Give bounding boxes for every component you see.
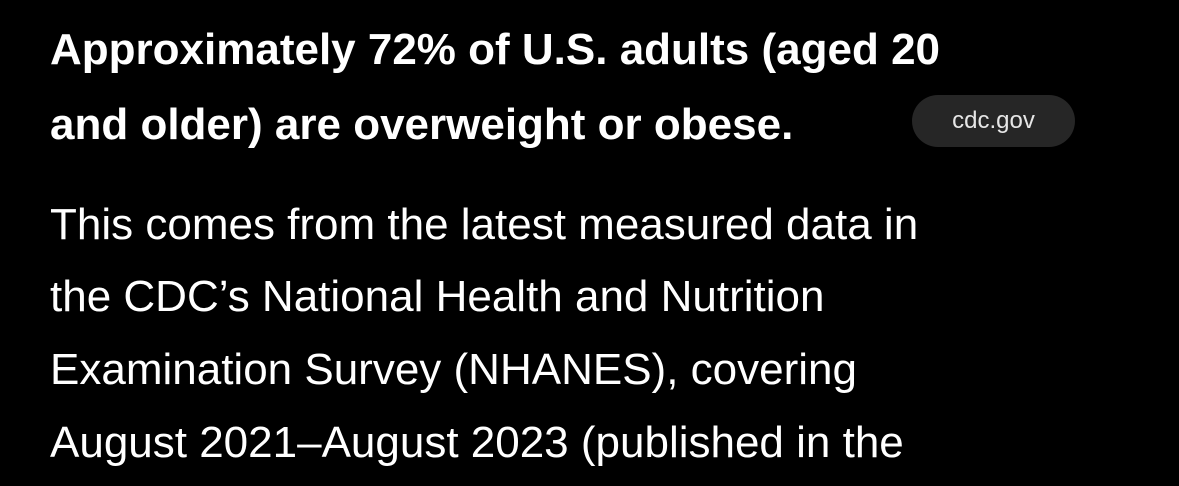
paragraph-line: Examination Survey (NHANES), covering [50, 345, 857, 394]
source-chip[interactable]: cdc.gov [912, 95, 1075, 147]
heading-line: Approximately 72% of U.S. adults (aged 2… [50, 25, 941, 74]
paragraph-line: the CDC’s National Health and Nutrition [50, 272, 825, 321]
paragraph-line: This comes from the latest measured data… [50, 200, 919, 249]
paragraph-line: August 2021–August 2023 (published in th… [50, 418, 904, 467]
heading-line: and older) are overweight or obese. [50, 100, 794, 149]
